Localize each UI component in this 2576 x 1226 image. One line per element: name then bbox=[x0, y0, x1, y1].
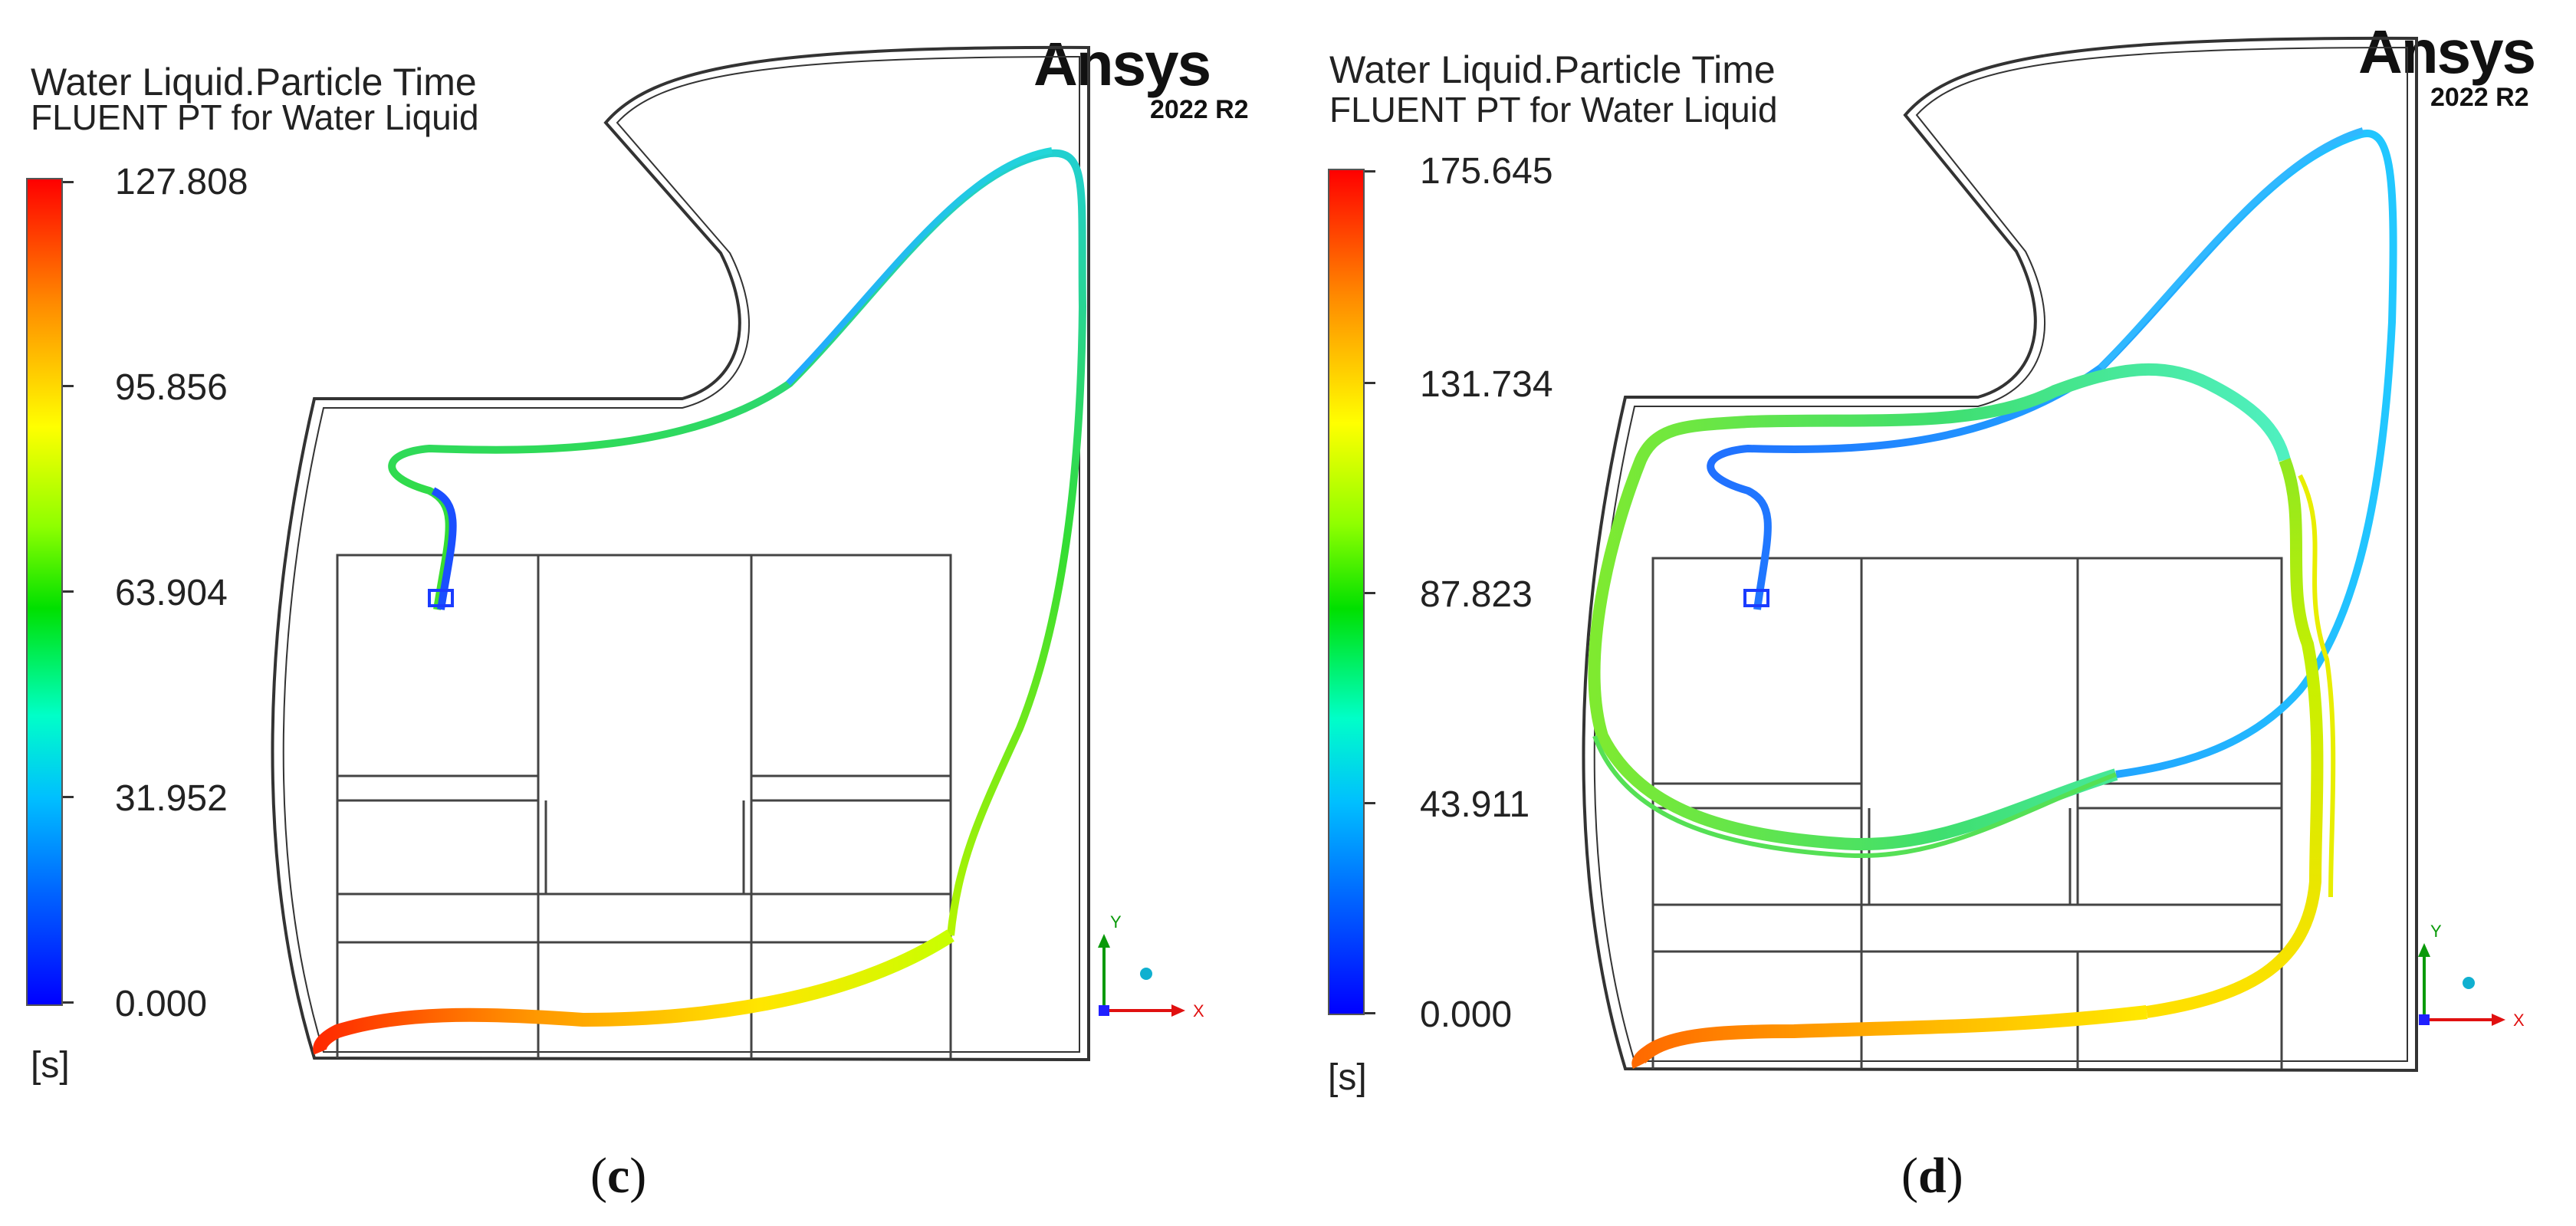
colorbar-tick-label: 87.823 bbox=[1420, 574, 1533, 615]
internal-structure bbox=[1651, 557, 2283, 1069]
ansys-version: 2022 R2 bbox=[2430, 83, 2529, 112]
legend-title: Water Liquid.Particle Time bbox=[1329, 48, 1776, 91]
colorbar-tick-mark bbox=[1365, 170, 1375, 173]
colorbar-unit: [s] bbox=[31, 1045, 70, 1086]
axis-x-label: X bbox=[1193, 1001, 1204, 1021]
legend-subtitle: FLUENT PT for Water Liquid bbox=[1329, 90, 1778, 130]
panel-d: Water Liquid.Particle Time FLUENT PT for… bbox=[1288, 0, 2576, 1226]
colorbar-tick-mark bbox=[1365, 592, 1375, 594]
colorbar-tick-label: 127.808 bbox=[115, 162, 248, 202]
colorbar-tick-label: 0.000 bbox=[115, 984, 208, 1024]
legend-subtitle: FLUENT PT for Water Liquid bbox=[31, 97, 479, 137]
axis-y-label: Y bbox=[1110, 912, 1122, 932]
ansys-logo: Ansys bbox=[1033, 30, 1211, 98]
colorbar-unit: [s] bbox=[1328, 1057, 1367, 1098]
colorbar-tick-mark bbox=[63, 385, 74, 387]
colorbar bbox=[1328, 169, 1365, 1015]
panel-c: Water Liquid.Particle Time FLUENT PT for… bbox=[26, 30, 1249, 1204]
colorbar bbox=[26, 178, 63, 1006]
colorbar-tick-mark bbox=[63, 796, 74, 798]
colorbar-tick-label: 31.952 bbox=[115, 778, 228, 819]
colorbar-tick-mark bbox=[1365, 1012, 1375, 1014]
internal-structure bbox=[336, 554, 952, 1058]
colorbar-tick-label: 63.904 bbox=[115, 573, 228, 613]
colorbar-tick-mark bbox=[63, 181, 74, 183]
chamber-outline bbox=[1582, 36, 2418, 1073]
colorbar-tick-mark bbox=[1365, 382, 1375, 384]
axis-x-label: X bbox=[2513, 1011, 2525, 1030]
ansys-version: 2022 R2 bbox=[1150, 95, 1249, 124]
colorbar-tick-label: 131.734 bbox=[1420, 364, 1553, 405]
geometry-canvas: Y X bbox=[271, 45, 1204, 1062]
colorbar-tick-mark bbox=[1365, 802, 1375, 804]
legend-title: Water Liquid.Particle Time bbox=[31, 61, 477, 104]
colorbar-tick-mark bbox=[63, 590, 74, 593]
particle-tracks bbox=[1588, 127, 2397, 1070]
colorbar-tick-mark bbox=[63, 1001, 74, 1004]
colorbar-tick-label: 175.645 bbox=[1420, 151, 1553, 192]
colorbar-tick-label: 0.000 bbox=[1420, 994, 1513, 1035]
geometry-canvas: Y X bbox=[1582, 36, 2525, 1073]
particle-tracks bbox=[313, 147, 1087, 1055]
panel-caption-letter: d bbox=[1917, 1148, 1947, 1204]
colorbar-tick-label: 43.911 bbox=[1420, 784, 1530, 825]
panel-caption-letter: c bbox=[606, 1148, 630, 1204]
panel-caption: (d) bbox=[1901, 1148, 1963, 1204]
colorbar-tick-label: 95.856 bbox=[115, 367, 228, 408]
axis-y-label: Y bbox=[2430, 922, 2442, 941]
ansys-logo: Ansys bbox=[2358, 18, 2536, 86]
axis-triad bbox=[1098, 934, 1185, 1017]
panel-caption: (c) bbox=[590, 1148, 647, 1204]
axis-triad bbox=[2418, 943, 2505, 1026]
chamber-outline bbox=[271, 45, 1090, 1062]
